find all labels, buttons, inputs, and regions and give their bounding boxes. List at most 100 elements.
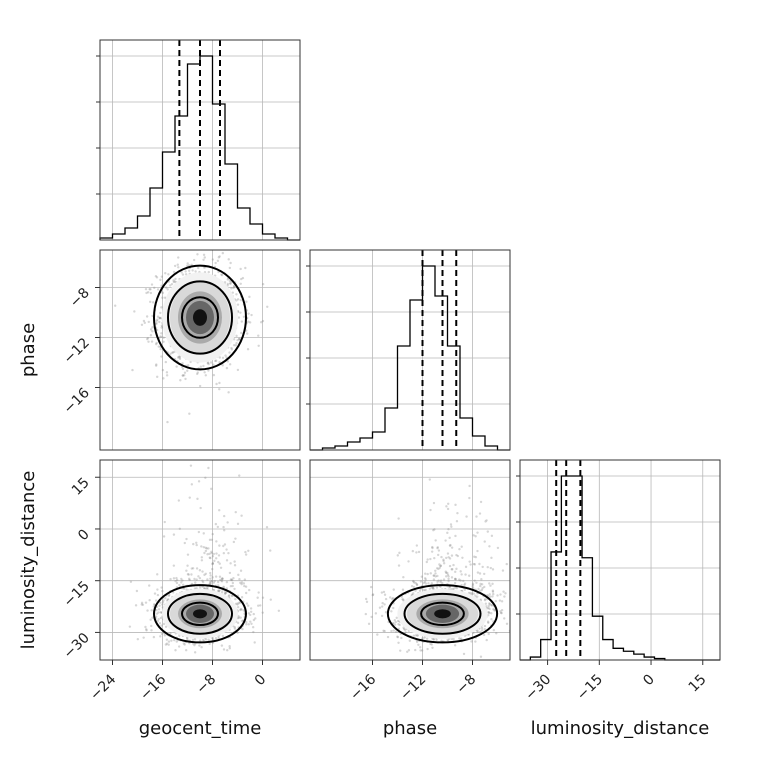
scatter-point xyxy=(430,582,434,585)
scatter-point xyxy=(162,535,166,538)
scatter-point xyxy=(202,258,205,261)
scatter-point xyxy=(220,579,223,582)
scatter-point xyxy=(231,584,234,588)
scatter-point xyxy=(195,567,199,570)
scatter-point xyxy=(236,631,239,634)
scatter-point xyxy=(482,633,486,637)
scatter-point xyxy=(177,256,180,259)
scatter-point xyxy=(429,557,432,561)
scatter-point xyxy=(257,344,260,347)
scatter-point xyxy=(453,586,456,590)
scatter-point xyxy=(392,606,395,610)
scatter-point xyxy=(424,588,427,592)
scatter-point xyxy=(499,610,502,613)
scatter-point xyxy=(444,570,447,573)
scatter-point xyxy=(233,626,236,629)
scatter-point xyxy=(160,332,163,335)
scatter-point xyxy=(498,599,502,602)
panel-frame xyxy=(309,459,511,661)
scatter-point xyxy=(240,608,243,611)
histogram-panel-geocent_time xyxy=(96,39,301,241)
scatter-point xyxy=(402,576,405,579)
scatter-point xyxy=(204,638,208,641)
scatter-point xyxy=(426,572,429,576)
scatter-point xyxy=(207,270,210,274)
scatter-point xyxy=(454,570,457,574)
scatter-point xyxy=(261,611,264,614)
scatter-point xyxy=(232,284,236,288)
scatter-point xyxy=(242,609,245,612)
scatter-point xyxy=(202,266,206,269)
scatter-point xyxy=(140,603,143,606)
x-tick-label: −8 xyxy=(193,672,219,698)
scatter-point xyxy=(232,285,236,288)
scatter-point xyxy=(209,571,212,575)
scatter-point xyxy=(211,555,215,558)
scatter-point xyxy=(149,334,153,337)
contour-line xyxy=(153,584,247,644)
scatter-point xyxy=(252,630,255,634)
scatter-point xyxy=(225,587,229,590)
scatter-point xyxy=(277,609,281,612)
scatter-point xyxy=(140,601,144,605)
scatter-point xyxy=(416,634,419,637)
scatter-point xyxy=(208,538,212,542)
scatter-point xyxy=(155,321,158,325)
scatter-point xyxy=(412,634,416,637)
scatter-point xyxy=(221,364,224,367)
scatter-point xyxy=(229,282,232,285)
scatter-point xyxy=(236,603,239,606)
scatter-point xyxy=(463,588,467,592)
scatter-point xyxy=(155,609,158,612)
scatter-point xyxy=(480,588,484,592)
scatter-point xyxy=(419,580,423,583)
scatter-point xyxy=(437,579,440,582)
scatter-point xyxy=(216,525,220,529)
scatter-point xyxy=(440,555,443,559)
x-axis-label-phase: phase xyxy=(383,718,437,739)
scatter-point xyxy=(431,546,434,550)
scatter-point xyxy=(157,611,160,614)
scatter-point xyxy=(208,552,211,556)
scatter-point xyxy=(206,578,209,581)
scatter-point xyxy=(467,574,471,577)
scatter-point xyxy=(197,480,201,483)
scatter-point xyxy=(160,624,163,627)
scatter-point xyxy=(219,566,223,569)
scatter-point xyxy=(476,630,479,633)
scatter-point xyxy=(188,578,191,582)
scatter-point xyxy=(236,368,240,372)
scatter-point xyxy=(225,580,229,584)
x-tick-label: −30 xyxy=(522,672,554,704)
scatter-point xyxy=(259,604,262,607)
scatter-point xyxy=(248,588,251,592)
scatter-point xyxy=(214,359,218,362)
scatter-point xyxy=(470,640,473,643)
scatter-point xyxy=(196,371,199,374)
scatter-point xyxy=(204,572,208,575)
scatter-point xyxy=(222,514,226,518)
scatter-point xyxy=(455,553,458,557)
scatter-point xyxy=(223,543,227,546)
scatter-point xyxy=(427,582,430,585)
scatter-point xyxy=(177,356,180,359)
scatter-point xyxy=(493,609,496,612)
scatter-point xyxy=(479,589,482,593)
scatter-point xyxy=(269,549,272,552)
scatter-point xyxy=(454,503,457,507)
scatter-point xyxy=(198,384,202,388)
scatter-point xyxy=(217,270,220,274)
scatter-point xyxy=(486,565,489,569)
scatter-point xyxy=(391,597,394,601)
scatter-point xyxy=(452,637,455,641)
scatter-point xyxy=(423,636,426,639)
scatter-point xyxy=(165,638,169,641)
scatter-point xyxy=(461,556,464,560)
scatter-point xyxy=(487,621,490,624)
scatter-point xyxy=(479,630,482,633)
scatter-point xyxy=(240,582,243,586)
scatter-point xyxy=(172,270,176,274)
scatter-point xyxy=(410,584,414,588)
scatter-point xyxy=(183,643,186,646)
scatter-point xyxy=(148,598,151,602)
